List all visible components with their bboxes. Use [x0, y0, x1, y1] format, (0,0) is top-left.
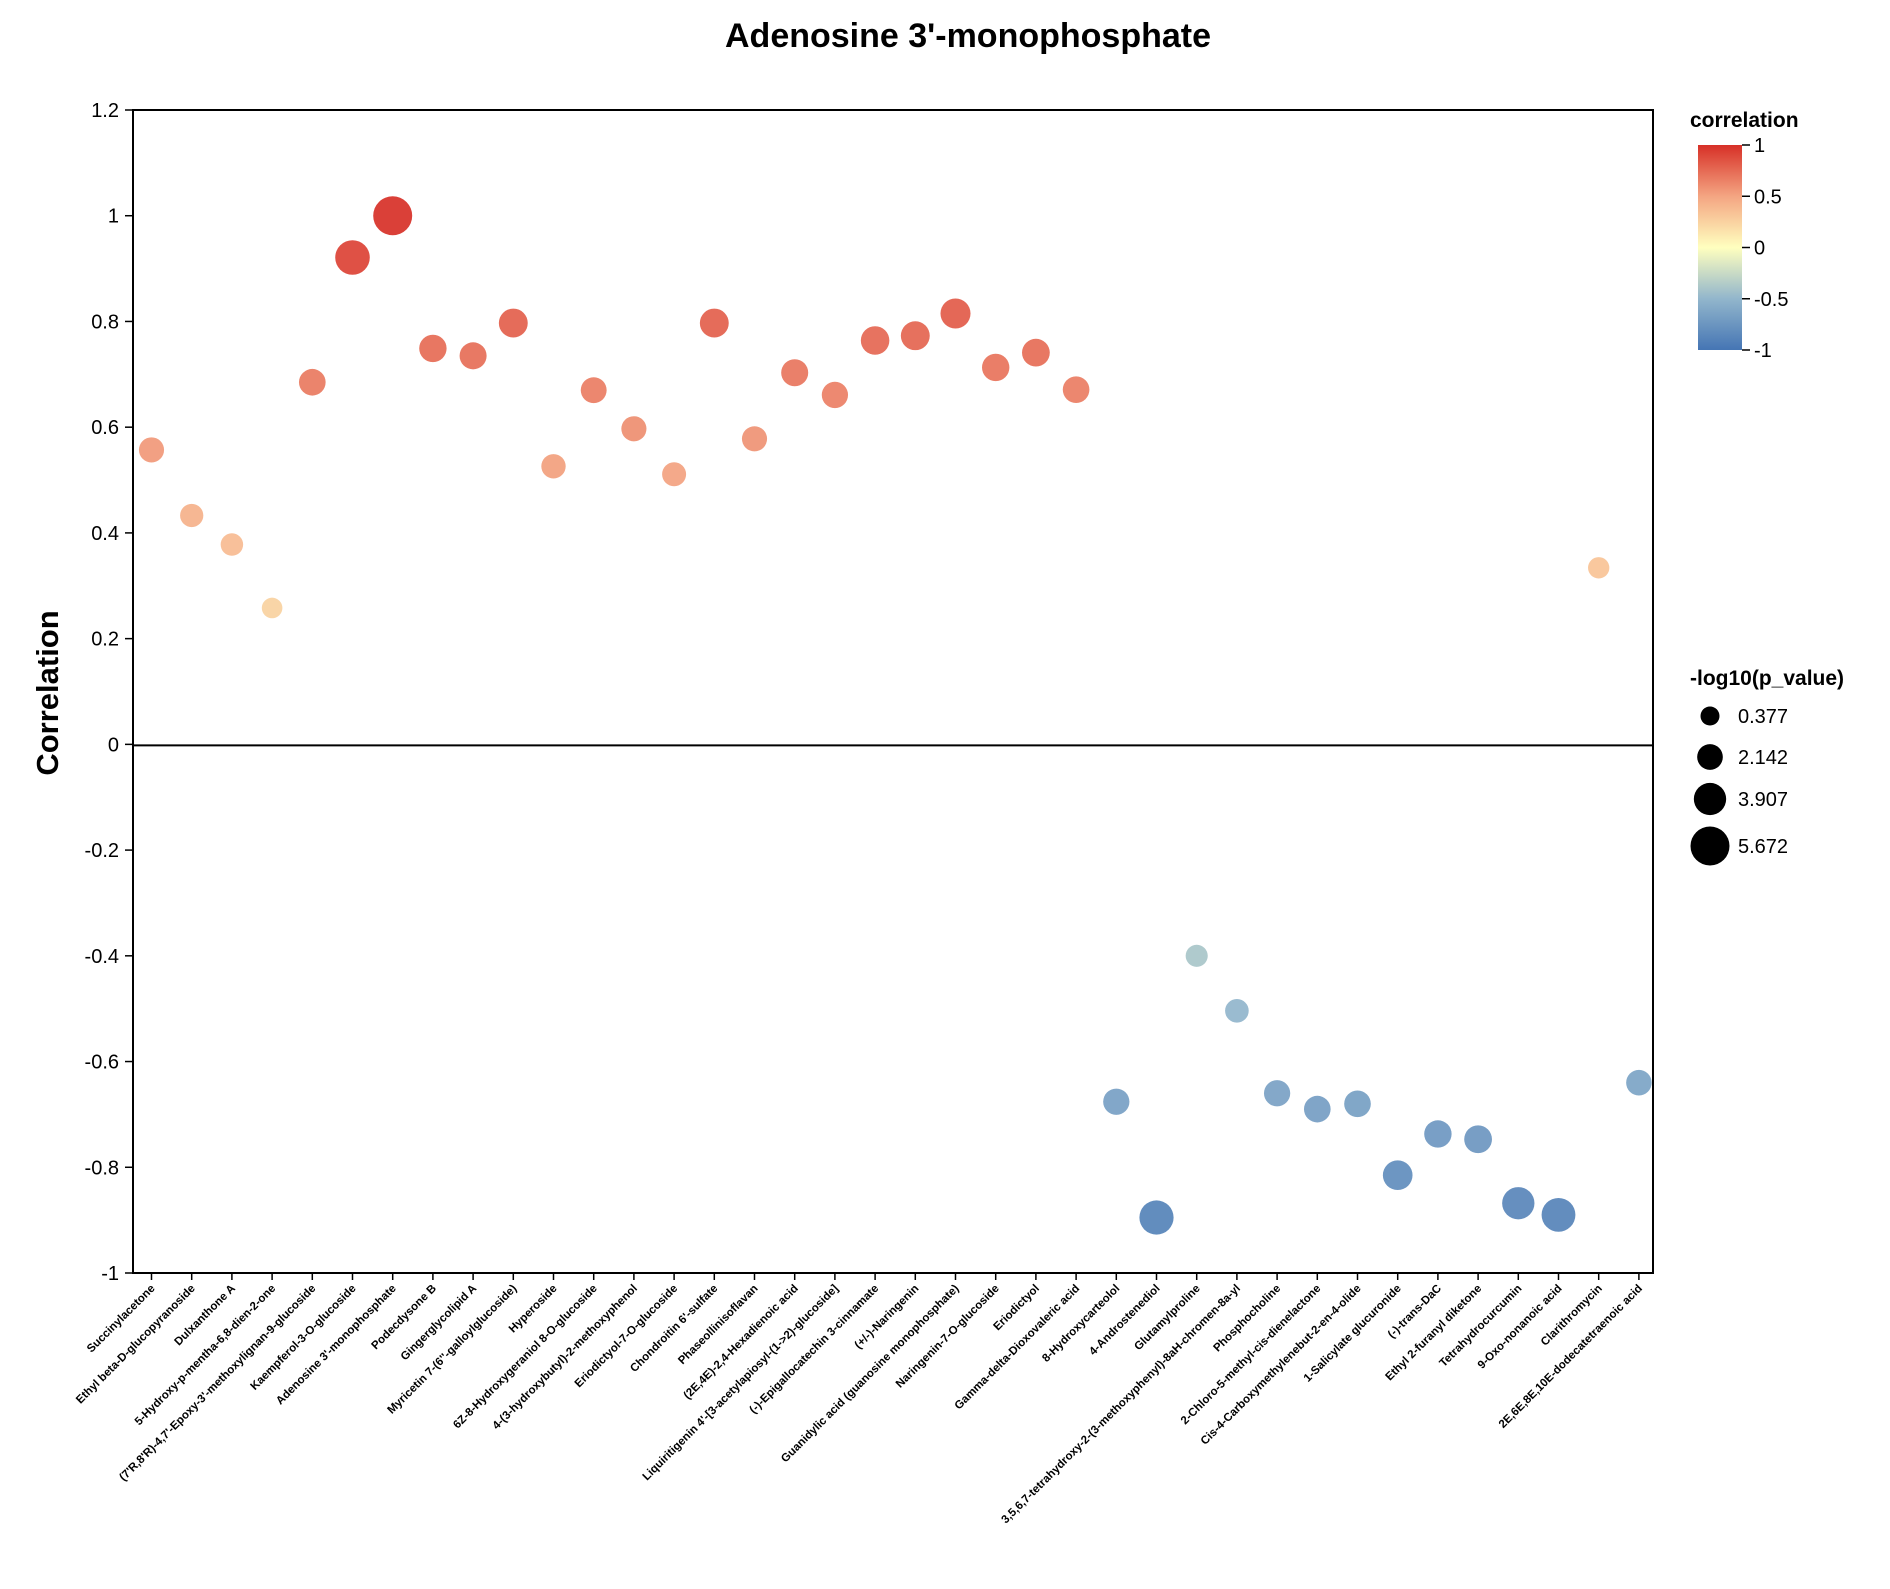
y-tick-label: 0.2 [91, 629, 119, 651]
data-point [1022, 338, 1050, 367]
size-legend-circle [1693, 782, 1727, 816]
data-point [860, 326, 890, 355]
data-point [1626, 1069, 1652, 1096]
color-legend-title: correlation [1690, 109, 1799, 132]
color-legend-label: 0 [1754, 238, 1765, 260]
data-point [373, 196, 413, 236]
data-point [498, 308, 528, 338]
data-point [982, 353, 1010, 382]
y-axis-label: Correlation [30, 610, 65, 775]
x-tick-label: Phaseollinisoflavan [676, 1283, 760, 1367]
color-legend-bar [1698, 145, 1742, 350]
data-point [741, 426, 768, 452]
x-tick-label: 2-Chloro-5-methyl-cis-dienelactone [1179, 1283, 1323, 1427]
color-legend-label: -1 [1754, 340, 1772, 362]
size-legend: 0.377 2.142 3.907 5.672 [1690, 706, 1788, 866]
data-point [261, 597, 283, 619]
x-tick-label: Succinylacetone [85, 1283, 158, 1356]
data-point [1225, 998, 1249, 1023]
size-legend-label: 3.907 [1738, 789, 1788, 811]
data-point [1502, 1187, 1535, 1220]
size-legend-label: 5.672 [1738, 836, 1788, 858]
data-point [541, 454, 566, 479]
data-point [1588, 557, 1610, 579]
size-legend-circle [1690, 826, 1730, 866]
data-point [1062, 376, 1090, 403]
size-legend-circle [1697, 744, 1723, 770]
x-tick-label: 6Z-8-Hydroxygeraniol 8-O-glucoside [451, 1283, 600, 1432]
y-tick-label: -0.2 [85, 840, 119, 862]
color-legend-label: 1 [1754, 135, 1765, 157]
data-point [298, 368, 326, 396]
plot-frame [132, 109, 1654, 1274]
color-legend-label: 0.5 [1754, 186, 1782, 208]
data-point [940, 298, 971, 329]
data-point [1103, 1088, 1130, 1115]
data-point [220, 533, 244, 556]
data-point [1344, 1090, 1371, 1118]
x-tick-label: Liquiritigenin 4'-[3-acetylapiosyl-(1->2… [641, 1283, 842, 1484]
data-point [781, 359, 809, 387]
data-point [138, 437, 165, 463]
data-point [662, 462, 687, 487]
chart-title: Adenosine 3'-monophosphate [725, 17, 1211, 55]
data-point [699, 308, 729, 338]
data-point [1464, 1125, 1492, 1154]
data-point [821, 381, 849, 409]
data-point [1185, 944, 1208, 967]
color-legend-label: -0.5 [1754, 289, 1788, 311]
y-tick-label: -1 [101, 1263, 119, 1285]
y-axis-ticks: 1.2 1 0.8 0.6 0.4 0.2 0 -0.2 -0.4 -0.6 -0.8 -1 [85, 100, 133, 1285]
color-legend-ticks: 1 0.5 0 -0.5 -1 [1742, 135, 1788, 362]
data-point [1424, 1120, 1452, 1148]
data-point [1263, 1080, 1291, 1107]
x-tick-label: Phosphocholine [1211, 1283, 1283, 1355]
data-points [138, 196, 1652, 1235]
x-tick-label: 4-Androstenediol [1087, 1283, 1162, 1358]
y-tick-label: -0.6 [85, 1052, 119, 1074]
size-legend-label: 0.377 [1738, 706, 1788, 728]
size-legend-circle [1700, 706, 1720, 726]
data-point [459, 342, 487, 370]
x-tick-label: Gingerglycolipid A [399, 1283, 479, 1363]
data-point [580, 377, 607, 404]
data-point [419, 334, 447, 363]
data-point [1541, 1197, 1576, 1232]
data-point [1382, 1160, 1413, 1191]
data-point [900, 321, 930, 351]
data-point [1139, 1200, 1174, 1235]
x-tick-label: 8-Hydroxycarteolol [1040, 1283, 1122, 1365]
data-point [621, 416, 647, 442]
x-tick-label: (7'R,8'R)-4,7'-Epoxy-3'-methoxylignan-9-… [117, 1283, 318, 1484]
data-point [180, 503, 204, 528]
y-tick-label: 1.2 [91, 100, 119, 122]
size-legend-label: 2.142 [1738, 747, 1788, 769]
data-point [335, 240, 370, 275]
x-tick-label: 4-(3-hydroxybutyl)-2-methoxyphenol [491, 1283, 640, 1432]
x-tick-label: 5-Hydroxy-p-mentha-6,8-dien-2-one [133, 1283, 278, 1428]
y-tick-label: 0.8 [91, 311, 119, 333]
y-tick-label: 0.6 [91, 417, 119, 439]
x-tick-label: 2E,6E,8E,10E-dodecatetraenoic acid [1497, 1283, 1645, 1431]
y-tick-label: -0.8 [85, 1157, 119, 1179]
y-tick-label: 0.4 [91, 523, 119, 545]
size-legend-title: -log10(p_value) [1690, 667, 1844, 690]
y-tick-label: -0.4 [85, 946, 119, 968]
y-tick-label: 0 [108, 734, 119, 756]
data-point [1303, 1095, 1331, 1123]
y-tick-label: 1 [108, 206, 119, 228]
